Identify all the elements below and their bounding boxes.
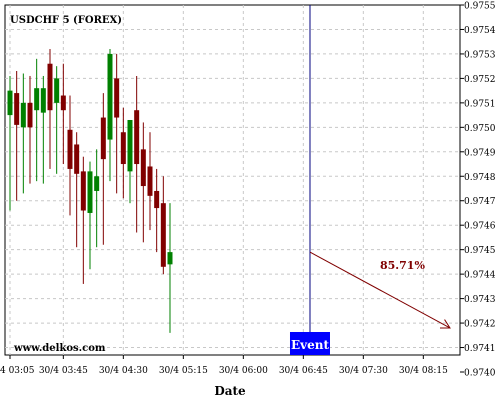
y-tick-label: 0.9742 (464, 320, 496, 330)
candle-body (54, 78, 60, 103)
x-tick-label: 30/4 06:45 (279, 366, 328, 376)
candle-down (67, 95, 73, 216)
candle-down (27, 75, 33, 184)
candle-down (140, 122, 146, 243)
candle-body (14, 93, 20, 125)
candle-body (147, 166, 153, 196)
candle-body (127, 119, 133, 172)
candle-body (114, 78, 120, 118)
candle-body (80, 171, 86, 211)
candle-body (7, 90, 13, 116)
candle-down (60, 63, 66, 165)
projection-arrowhead (439, 319, 451, 329)
candle-down (100, 93, 106, 245)
candle-up (127, 119, 133, 204)
x-tick-label: 30/4 03:45 (39, 366, 88, 376)
chart-title: USDCHF 5 (FOREX) (10, 15, 122, 26)
candle-up (94, 149, 100, 248)
candle-body (67, 129, 73, 169)
x-tick-label: 30/4 04:30 (99, 366, 148, 376)
candle-down (147, 132, 153, 231)
candle-body (47, 63, 53, 111)
y-tick-label: 0.9743 (464, 295, 496, 305)
candle-down (80, 156, 86, 284)
candle-body (134, 110, 140, 165)
event-layer: Event 85.71% (289, 5, 451, 355)
y-tick-label: 0.9753 (464, 50, 496, 60)
x-tick-label: 30/4 03:05 (0, 366, 35, 376)
projection-line (309, 251, 451, 329)
candle-body (100, 117, 106, 160)
y-tick-label: 0.9748 (464, 173, 496, 183)
y-tick-label: 0.9746 (464, 222, 496, 232)
watermark: www.delkos.com (13, 343, 106, 354)
y-tick-label: 0.9745 (464, 246, 496, 256)
candle-body (120, 132, 126, 165)
candle-up (20, 73, 26, 194)
y-tick-label: 0.9752 (464, 75, 496, 85)
y-tick-label: 0.9754 (464, 26, 496, 36)
candle-up (40, 75, 46, 184)
candle-body (20, 102, 26, 128)
candle-up (107, 49, 113, 182)
candle-body (94, 176, 100, 191)
event-label: Event (291, 338, 329, 352)
candle-body (87, 171, 93, 213)
y-tick-label: 0.9750 (464, 124, 496, 134)
projection-label: 85.71% (380, 259, 425, 272)
candle-body (60, 95, 66, 111)
candle-body (140, 149, 146, 187)
candles (7, 49, 173, 333)
candle-down (160, 176, 166, 275)
candle-body (27, 102, 33, 128)
candle-body (74, 144, 80, 174)
candle-body (40, 88, 46, 113)
candle-down (120, 107, 126, 199)
candle-up (87, 161, 93, 270)
candle-down (154, 168, 160, 253)
plot-area (4, 4, 461, 356)
x-tick-label: 30/4 06:00 (219, 366, 268, 376)
y-tick-label: 0.9740 (464, 369, 496, 379)
candle-body (154, 190, 160, 209)
candle-down (47, 49, 53, 169)
y-tick-label: 0.9744 (464, 271, 496, 281)
candle-body (107, 53, 113, 140)
candle-down (74, 132, 80, 248)
candle-down (134, 75, 140, 233)
x-tick-label: 30/4 05:15 (159, 366, 208, 376)
x-tick-label: 30/4 08:15 (399, 366, 448, 376)
candle-down (14, 71, 20, 201)
candle-body (160, 203, 166, 267)
y-tick-label: 0.9747 (464, 197, 496, 207)
candle-up (34, 58, 40, 182)
y-tick-label: 0.9751 (464, 99, 496, 109)
y-axis: 0.9740 0.9741 0.9742 0.9743 0.9744 0.9745 0.97… (460, 2, 496, 379)
x-axis: 30/4 03:05 30/4 03:45 30/4 04:30 30/4 05:15… (0, 355, 448, 376)
event-box (289, 332, 330, 355)
candle-body (167, 252, 173, 265)
x-tick-label: 30/4 07:30 (339, 366, 388, 376)
candle-up (7, 75, 13, 211)
candle-down (114, 53, 120, 194)
y-tick-label: 0.9741 (464, 344, 496, 354)
y-tick-label: 0.9749 (464, 148, 496, 158)
candle-up (167, 203, 173, 333)
candle-up (54, 66, 60, 174)
candle-body (34, 88, 40, 111)
x-axis-label: Date (214, 384, 246, 398)
y-tick-label: 0.9755 (464, 2, 496, 12)
